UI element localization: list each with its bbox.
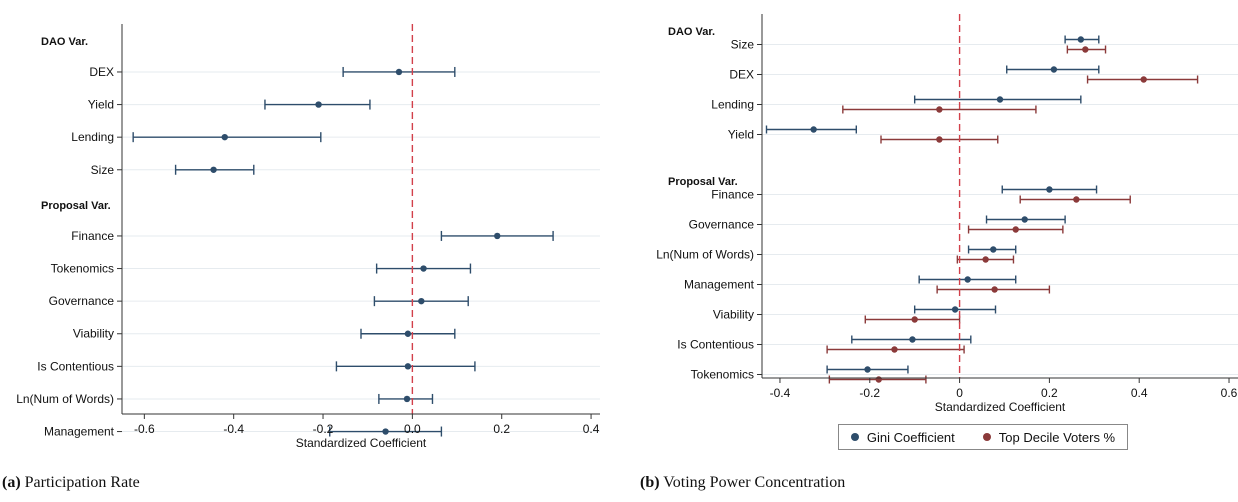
a-plot-area	[122, 24, 600, 414]
b-yield-gini-coefficient-point	[810, 126, 817, 133]
b-yield-top-decile-voters-point	[936, 136, 943, 143]
b-dex-top-decile-voters-point	[1140, 76, 1147, 83]
b-ytick-label-yield: Yield	[728, 128, 754, 142]
b-finance-top-decile-voters-point	[1073, 196, 1080, 203]
a-xtick-label-5: 0.4	[583, 422, 600, 436]
a-group-header-dao-var: DAO Var.	[41, 36, 88, 48]
b-xtick-label-4: 0.4	[1131, 386, 1148, 400]
a-ytick-label-tokenomics: Tokenomics	[51, 262, 114, 276]
legend-marker-top-decile	[982, 433, 991, 441]
b-ln-num-of-words-top-decile-voters-point	[982, 256, 989, 263]
a-ytick-label-governance: Governance	[49, 294, 115, 308]
caption-b-text: Voting Power Concentration	[663, 474, 846, 491]
b-governance-gini-coefficient-point	[1021, 216, 1028, 223]
caption-b: (b) Voting Power Concentration	[640, 474, 845, 492]
legend-label-top-decile: Top Decile Voters %	[998, 429, 1116, 445]
b-xtick-label-3: 0.2	[1041, 386, 1058, 400]
b-ytick-label-tokenomics: Tokenomics	[691, 368, 754, 382]
chart-participation-rate: DAO Var. DEX Yield Lending Size Proposal Var.…	[16, 24, 600, 450]
legend: Gini Coefficient Top Decile Voters %	[838, 424, 1128, 450]
b-size-top-decile-voters-point	[1082, 46, 1089, 53]
a-tokenomics-series-point	[420, 265, 427, 272]
caption-a-tag: (a)	[2, 474, 21, 491]
b-xtick-label-2: 0	[956, 386, 963, 400]
b-ln-num-of-words-gini-coefficient-point	[990, 246, 997, 253]
a-xtick-label-0: -0.6	[134, 422, 155, 436]
legend-item-top-decile: Top Decile Voters %	[982, 429, 1116, 445]
caption-a-text: Participation Rate	[24, 474, 140, 491]
a-governance-series-point	[418, 297, 425, 305]
b-ytick-label-management: Management	[684, 278, 755, 292]
b-ytick-label-governance: Governance	[689, 218, 755, 232]
a-x-axis-title: Standardized Coefficient	[296, 436, 427, 450]
b-tokenomics-gini-coefficient-point	[864, 366, 871, 373]
b-lending-top-decile-voters-point	[936, 106, 943, 113]
b-ytick-label-dex: DEX	[729, 68, 754, 82]
b-plot-area	[762, 14, 1238, 378]
b-governance-top-decile-voters-point	[1012, 226, 1019, 233]
b-management-gini-coefficient-point	[964, 276, 971, 283]
a-finance-series-point	[494, 232, 501, 240]
b-x-axis-title: Standardized Coefficient	[935, 400, 1066, 414]
a-ytick-label-is-contentious: Is Contentious	[37, 359, 114, 373]
a-ytick-label-viability: Viability	[73, 327, 114, 341]
a-lending-series-point	[221, 133, 228, 141]
a-xtick-label-2: -0.2	[313, 422, 334, 436]
a-ytick-label-management: Management	[44, 425, 115, 439]
b-group-header-dao-var: DAO Var.	[668, 26, 715, 38]
b-viability-top-decile-voters-point	[911, 316, 918, 323]
legend-label-gini: Gini Coefficient	[866, 429, 955, 445]
a-viability-series-point	[404, 330, 412, 337]
b-ytick-label-is-contentious: Is Contentious	[677, 338, 754, 352]
caption-b-tag: (b)	[640, 474, 660, 491]
b-xtick-label-1: -0.2	[859, 386, 880, 400]
b-lending-gini-coefficient-point	[996, 96, 1004, 103]
b-xtick-label-5: 0.6	[1221, 386, 1238, 400]
b-dex-gini-coefficient-point	[1050, 66, 1058, 73]
chart-voting-power-concentration: DAO Var. Size DEX Lending Yield Proposal Var.…	[656, 14, 1238, 414]
a-xtick-label-4: 0.2	[493, 422, 510, 436]
b-ytick-label-lending: Lending	[711, 98, 754, 112]
a-size-series-point	[210, 166, 217, 173]
a-management-series-point	[382, 428, 389, 435]
a-dex-series-point	[395, 68, 403, 76]
a-xtick-label-1: -0.4	[223, 422, 244, 436]
b-is-contentious-gini-coefficient-point	[909, 336, 916, 343]
legend-item-gini: Gini Coefficient	[850, 429, 955, 445]
caption-a: (a) Participation Rate	[2, 474, 140, 492]
b-finance-gini-coefficient-point	[1046, 186, 1053, 193]
b-xtick-label-0: -0.4	[770, 386, 791, 400]
b-ytick-label-viability: Viability	[713, 308, 754, 322]
b-ytick-label-finance: Finance	[711, 188, 754, 202]
legend-marker-gini	[850, 433, 859, 441]
a-xtick-label-3: 0.0	[404, 422, 421, 436]
b-management-top-decile-voters-point	[991, 286, 998, 293]
a-ytick-label-ln-num-of-words: Ln(Num of Words)	[16, 392, 114, 406]
a-ytick-label-dex: DEX	[89, 65, 114, 79]
b-ytick-label-size: Size	[731, 38, 755, 52]
b-ytick-label-ln-num-of-words: Ln(Num of Words)	[656, 248, 754, 262]
a-group-header-proposal-var: Proposal Var.	[41, 200, 111, 212]
a-is-contentious-series-point	[404, 363, 412, 370]
a-ytick-label-finance: Finance	[71, 229, 114, 243]
a-ln-num-of-words-series-point	[403, 395, 411, 403]
a-ytick-label-yield: Yield	[88, 98, 114, 112]
b-group-header-proposal-var: Proposal Var.	[668, 176, 738, 188]
b-viability-gini-coefficient-point	[951, 306, 959, 313]
a-ytick-label-size: Size	[91, 163, 115, 177]
a-yield-series-point	[315, 101, 322, 108]
b-size-gini-coefficient-point	[1077, 36, 1085, 43]
b-is-contentious-top-decile-voters-point	[891, 346, 898, 353]
a-ytick-label-lending: Lending	[71, 130, 114, 144]
b-tokenomics-top-decile-voters-point	[875, 376, 882, 383]
